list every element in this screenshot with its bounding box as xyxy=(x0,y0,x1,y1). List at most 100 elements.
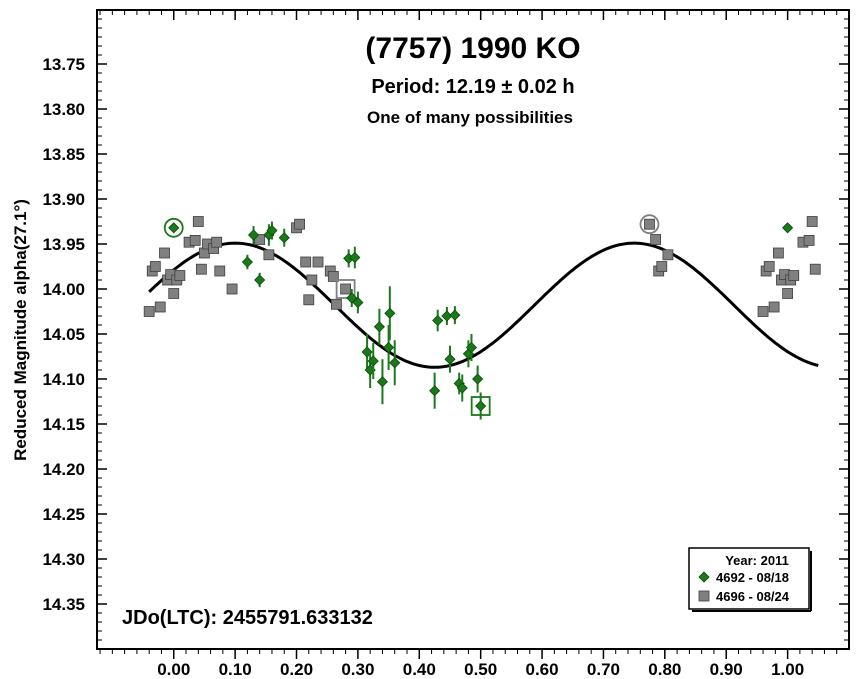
data-point-square xyxy=(340,283,352,295)
data-point-diamond xyxy=(465,341,478,354)
data-point-square xyxy=(763,261,775,272)
data-point-square xyxy=(331,298,342,310)
data-point-square xyxy=(199,247,210,259)
chart-note: One of many possibilities xyxy=(367,108,573,127)
data-point-diamond xyxy=(373,321,385,333)
y-tick-label: 14.15 xyxy=(42,415,85,434)
highlight-box xyxy=(470,396,491,416)
data-point-square xyxy=(809,263,821,275)
highlight-circle xyxy=(639,214,660,235)
series-4692 xyxy=(163,217,794,420)
y-tick-label: 14.05 xyxy=(42,325,85,344)
y-tick-label: 14.30 xyxy=(42,550,85,569)
x-tick-label: 0.50 xyxy=(464,660,497,679)
data-point-square xyxy=(768,301,780,313)
data-point-square xyxy=(327,270,339,282)
data-point-square xyxy=(168,288,180,299)
data-point-square xyxy=(263,249,275,261)
data-point-square xyxy=(312,256,324,268)
legend-label-4692: 4692 - 08/18 xyxy=(716,570,789,585)
data-point-square xyxy=(174,270,186,281)
data-point-square xyxy=(806,216,818,227)
y-tick-label: 13.80 xyxy=(42,100,85,119)
data-point-diamond xyxy=(278,232,290,244)
plot-frame xyxy=(96,9,850,650)
legend-title: Year: 2011 xyxy=(725,553,789,568)
data-point-square xyxy=(154,301,166,313)
data-point-square xyxy=(644,218,655,230)
data-point-square xyxy=(306,274,318,286)
data-point-square xyxy=(782,288,794,299)
data-point-diamond xyxy=(472,373,484,385)
data-point-square xyxy=(254,234,266,245)
data-point-square xyxy=(226,283,238,295)
y-axis-tick-labels: 13.75 13.80 13.85 13.90 13.95 14.00 14.05 14.10… xyxy=(42,55,85,614)
series-4696 xyxy=(143,214,821,317)
data-point-diamond xyxy=(376,376,389,388)
data-point-square xyxy=(757,306,769,317)
y-tick-label: 13.75 xyxy=(42,55,85,74)
x-tick-label: 0.60 xyxy=(526,660,559,679)
chart-subtitle: Period: 12.19 ± 0.02 h xyxy=(371,76,574,98)
legend-entry-4696: 4696 - 08/24 xyxy=(698,589,790,604)
x-tick-label: 0.40 xyxy=(403,660,436,679)
x-tick-label: 1.00 xyxy=(771,660,804,679)
x-tick-label: 0.10 xyxy=(219,660,252,679)
data-point-diamond xyxy=(444,353,456,365)
data-point-diamond xyxy=(266,224,278,237)
x-tick-label: 0.20 xyxy=(280,660,313,679)
highlight-circle xyxy=(163,217,184,238)
data-point-diamond xyxy=(449,309,461,321)
data-point-square xyxy=(143,306,155,317)
data-point-diamond xyxy=(383,341,395,354)
data-point-diamond xyxy=(349,251,361,264)
legend-label-4696: 4696 - 08/24 xyxy=(716,589,790,604)
jd-label: JDo(LTC): 2455791.633132 xyxy=(122,607,373,629)
x-tick-label: 0.00 xyxy=(157,660,190,679)
data-point-diamond xyxy=(352,296,364,309)
y-tick-label: 14.25 xyxy=(42,505,85,524)
x-axis-tick-labels: 0.00 0.10 0.20 0.30 0.40 0.50 0.60 0.70 0.80 0.90… xyxy=(157,660,804,679)
data-point-square xyxy=(656,261,668,272)
x-tick-label: 0.80 xyxy=(648,660,681,679)
data-point-diamond xyxy=(429,385,441,397)
x-tick-label: 0.70 xyxy=(587,660,620,679)
data-point-diamond xyxy=(241,256,253,268)
data-point-square xyxy=(149,261,161,272)
data-point-diamond xyxy=(254,274,266,286)
x-tick-label: 0.90 xyxy=(710,660,743,679)
y-tick-label: 14.20 xyxy=(42,460,85,479)
data-point-diamond xyxy=(367,355,379,367)
data-point-square xyxy=(773,247,784,259)
data-point-square xyxy=(159,247,170,259)
y-tick-label: 14.10 xyxy=(42,370,85,389)
data-point-diamond xyxy=(247,229,260,241)
y-tick-label: 14.00 xyxy=(42,280,85,299)
y-axis-label: Reduced Magnitude alpha(27.1°) xyxy=(11,199,30,461)
data-point-diamond xyxy=(475,400,487,412)
data-point-square xyxy=(788,270,800,281)
data-point-square xyxy=(662,249,674,261)
data-point-square xyxy=(803,234,815,246)
legend-entry-4692: 4692 - 08/18 xyxy=(698,570,789,585)
chart-title: (7757) 1990 KO xyxy=(365,32,580,65)
legend: Year: 2011 4692 - 08/18 4696 - 08/24 xyxy=(688,547,812,612)
axis-ticks xyxy=(97,10,849,659)
data-point-diamond xyxy=(384,307,396,319)
data-point-diamond xyxy=(346,292,358,304)
data-point-square xyxy=(300,256,312,268)
data-point-square xyxy=(294,218,305,230)
fit-curve xyxy=(148,241,819,369)
data-point-square xyxy=(195,263,207,275)
data-point-square xyxy=(303,294,315,306)
data-point-square xyxy=(192,216,204,227)
y-tick-label: 13.85 xyxy=(42,145,85,164)
y-tick-label: 13.95 xyxy=(42,235,85,254)
legend-square-marker xyxy=(698,590,710,602)
data-point-diamond xyxy=(389,357,401,369)
data-point-square xyxy=(650,234,662,245)
data-point-diamond xyxy=(168,222,180,234)
data-point-square xyxy=(189,234,201,246)
legend-diamond-marker xyxy=(698,571,710,583)
